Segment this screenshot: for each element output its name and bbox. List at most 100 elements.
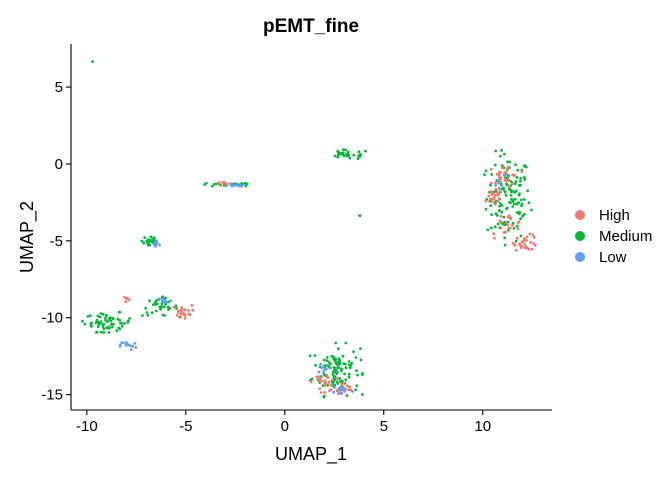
point-low: [319, 362, 323, 366]
point-medium: [500, 149, 503, 152]
point-medium: [335, 380, 339, 383]
point-medium: [347, 154, 350, 158]
point-medium: [349, 364, 353, 367]
point-medium: [327, 361, 331, 364]
legend-label-high: High: [599, 207, 630, 224]
point-medium: [155, 302, 159, 306]
point-medium: [520, 202, 524, 206]
point-high: [325, 376, 329, 379]
point-medium: [326, 364, 330, 367]
point-medium: [155, 298, 159, 302]
point-medium: [498, 204, 502, 208]
legend-key-high: [575, 210, 585, 220]
point-medium: [350, 361, 354, 365]
point-medium: [344, 378, 348, 382]
point-medium: [141, 314, 144, 317]
point-medium: [343, 372, 346, 376]
point-medium: [523, 164, 527, 168]
point-low: [500, 183, 504, 187]
point-medium: [510, 197, 513, 201]
point-medium: [344, 366, 348, 370]
point-medium: [342, 362, 346, 365]
point-medium: [498, 202, 502, 205]
point-high: [498, 176, 502, 179]
point-low: [498, 188, 502, 191]
point-medium: [95, 330, 99, 334]
point-high: [489, 190, 493, 193]
point-medium: [341, 354, 345, 358]
point-medium: [523, 176, 526, 179]
point-medium: [511, 205, 515, 208]
point-high: [515, 248, 518, 252]
point-high: [330, 378, 334, 382]
point-high: [183, 308, 187, 312]
point-medium: [514, 180, 518, 183]
point-medium: [334, 341, 337, 345]
point-medium: [337, 153, 340, 157]
point-low: [351, 390, 355, 393]
point-low: [129, 344, 133, 348]
point-medium: [357, 150, 361, 154]
point-medium: [512, 202, 516, 206]
point-low: [503, 173, 507, 177]
point-medium: [144, 306, 148, 310]
point-medium: [515, 202, 519, 206]
point-medium: [505, 183, 509, 187]
point-high: [342, 381, 345, 385]
point-medium: [483, 173, 486, 177]
point-medium: [101, 325, 105, 329]
point-high: [508, 226, 512, 230]
point-medium: [514, 239, 518, 243]
point-medium: [115, 329, 119, 332]
y-tick-label: 0: [55, 156, 63, 173]
point-medium: [245, 182, 249, 186]
point-medium: [348, 156, 352, 160]
point-medium: [102, 327, 106, 331]
point-high: [529, 241, 533, 244]
point-low: [134, 346, 138, 349]
point-medium: [356, 157, 360, 161]
point-medium: [146, 313, 150, 317]
point-low: [158, 297, 162, 301]
point-medium: [519, 179, 522, 183]
point-high: [516, 227, 520, 231]
point-high: [506, 223, 510, 227]
point-low: [127, 343, 131, 347]
point-medium: [333, 154, 337, 158]
point-medium: [527, 201, 531, 205]
point-medium: [322, 358, 326, 362]
x-tick-label: 10: [474, 418, 491, 435]
point-medium: [314, 364, 317, 367]
point-medium: [118, 319, 122, 322]
point-medium: [337, 366, 341, 369]
point-medium: [163, 314, 167, 317]
point-high: [492, 232, 496, 236]
point-low: [322, 364, 326, 368]
point-high: [317, 375, 321, 379]
point-high: [323, 391, 327, 394]
point-medium: [361, 372, 364, 375]
point-medium: [513, 197, 517, 201]
point-low: [343, 389, 347, 393]
point-high: [179, 312, 183, 316]
point-high: [499, 214, 503, 218]
point-high: [183, 316, 187, 320]
point-medium: [119, 321, 122, 325]
point-medium: [211, 184, 214, 188]
point-high: [532, 235, 536, 239]
point-high: [498, 180, 502, 183]
point-medium: [514, 163, 517, 167]
point-medium: [104, 318, 107, 322]
point-high: [507, 214, 511, 218]
point-low: [154, 244, 157, 248]
point-high: [531, 233, 535, 237]
point-medium: [352, 153, 356, 157]
point-high: [513, 243, 517, 247]
point-high: [498, 171, 502, 174]
point-high: [172, 305, 176, 309]
point-medium: [102, 322, 106, 326]
point-medium: [509, 194, 513, 197]
point-medium: [359, 347, 362, 350]
point-medium: [143, 236, 147, 240]
point-medium: [100, 330, 103, 334]
